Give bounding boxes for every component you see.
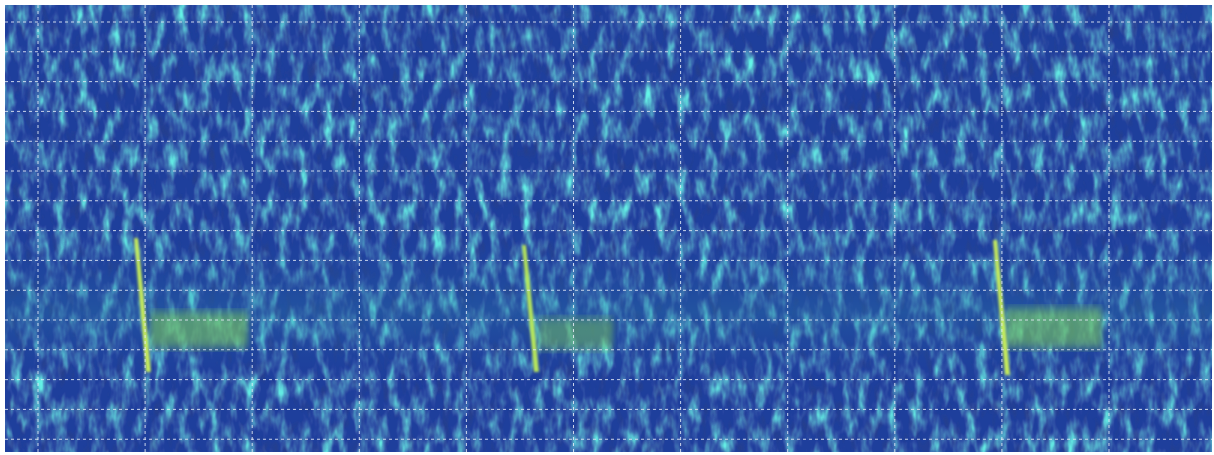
- call-3: [993, 240, 1102, 375]
- energy-band: [5, 230, 1212, 380]
- call-tail: [1006, 308, 1102, 348]
- call-1: [134, 238, 248, 372]
- call-sweep: [134, 238, 151, 372]
- noise-bright: [5, 5, 1212, 452]
- call-sweep: [522, 245, 539, 372]
- grid: [5, 5, 1212, 452]
- call-2: [522, 245, 613, 372]
- call-tail: [150, 312, 248, 348]
- call-tail: [538, 318, 613, 350]
